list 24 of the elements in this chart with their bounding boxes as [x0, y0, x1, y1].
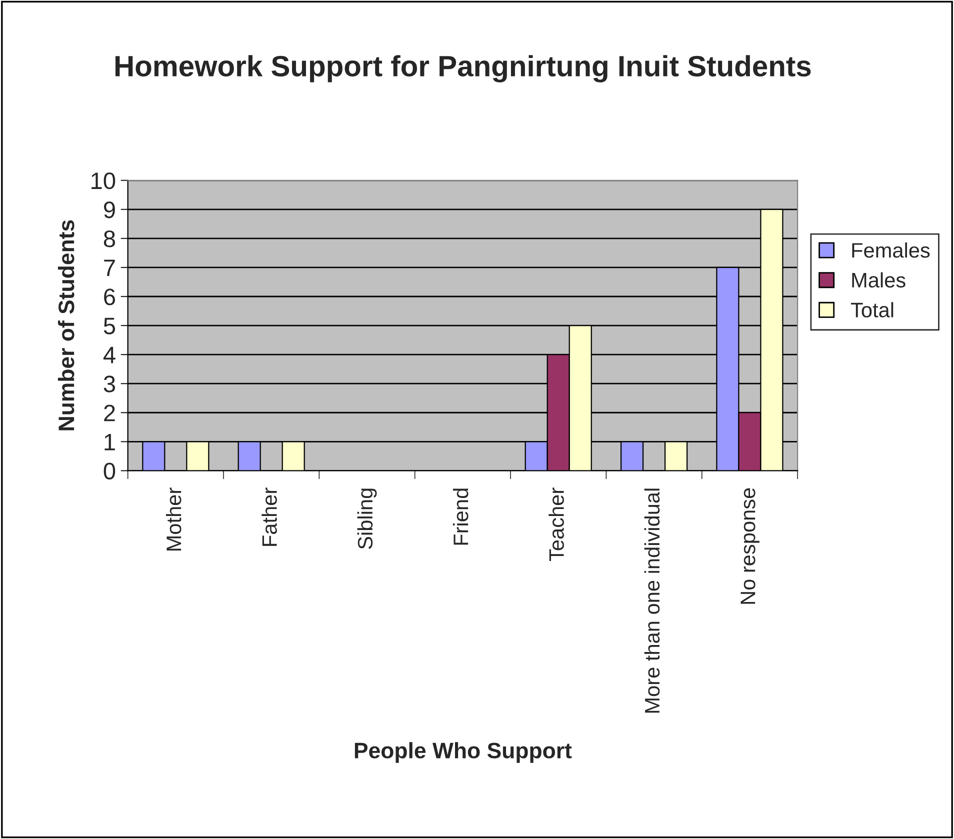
- x-tick-label: Sibling: [357, 488, 377, 549]
- y-tick-label: 6: [104, 288, 115, 306]
- y-tick-label: 4: [103, 346, 116, 364]
- y-tick-label: 7: [104, 260, 115, 276]
- chart-title: Homework Support for Pangnirtung Inuit Students: [115, 55, 811, 82]
- legend-label: Total: [850, 302, 894, 318]
- y-tick-label: 5: [104, 318, 116, 334]
- y-tick-label: 8: [104, 230, 116, 248]
- x-tick-label: Teacher: [548, 488, 564, 561]
- y-tick-label: 9: [104, 201, 115, 218]
- x-axis-title: People Who Support: [354, 742, 572, 763]
- y-axis-title: Number of Students: [58, 220, 74, 430]
- x-tick-label: More than one individual: [644, 488, 660, 713]
- legend-label: Females: [852, 242, 930, 258]
- x-tick-label: Father: [262, 488, 277, 546]
- x-tick-label: Friend: [452, 488, 468, 545]
- x-tick-label: No response: [740, 488, 760, 604]
- x-tick-label: Mother: [166, 488, 182, 550]
- y-tick-label: 3: [104, 376, 115, 392]
- y-tick-label: 2: [104, 404, 115, 422]
- y-tick-label: 1: [104, 434, 115, 450]
- y-tick-label: 0: [104, 462, 116, 480]
- y-tick-label: 10: [92, 172, 116, 190]
- legend-label: Males: [852, 272, 906, 288]
